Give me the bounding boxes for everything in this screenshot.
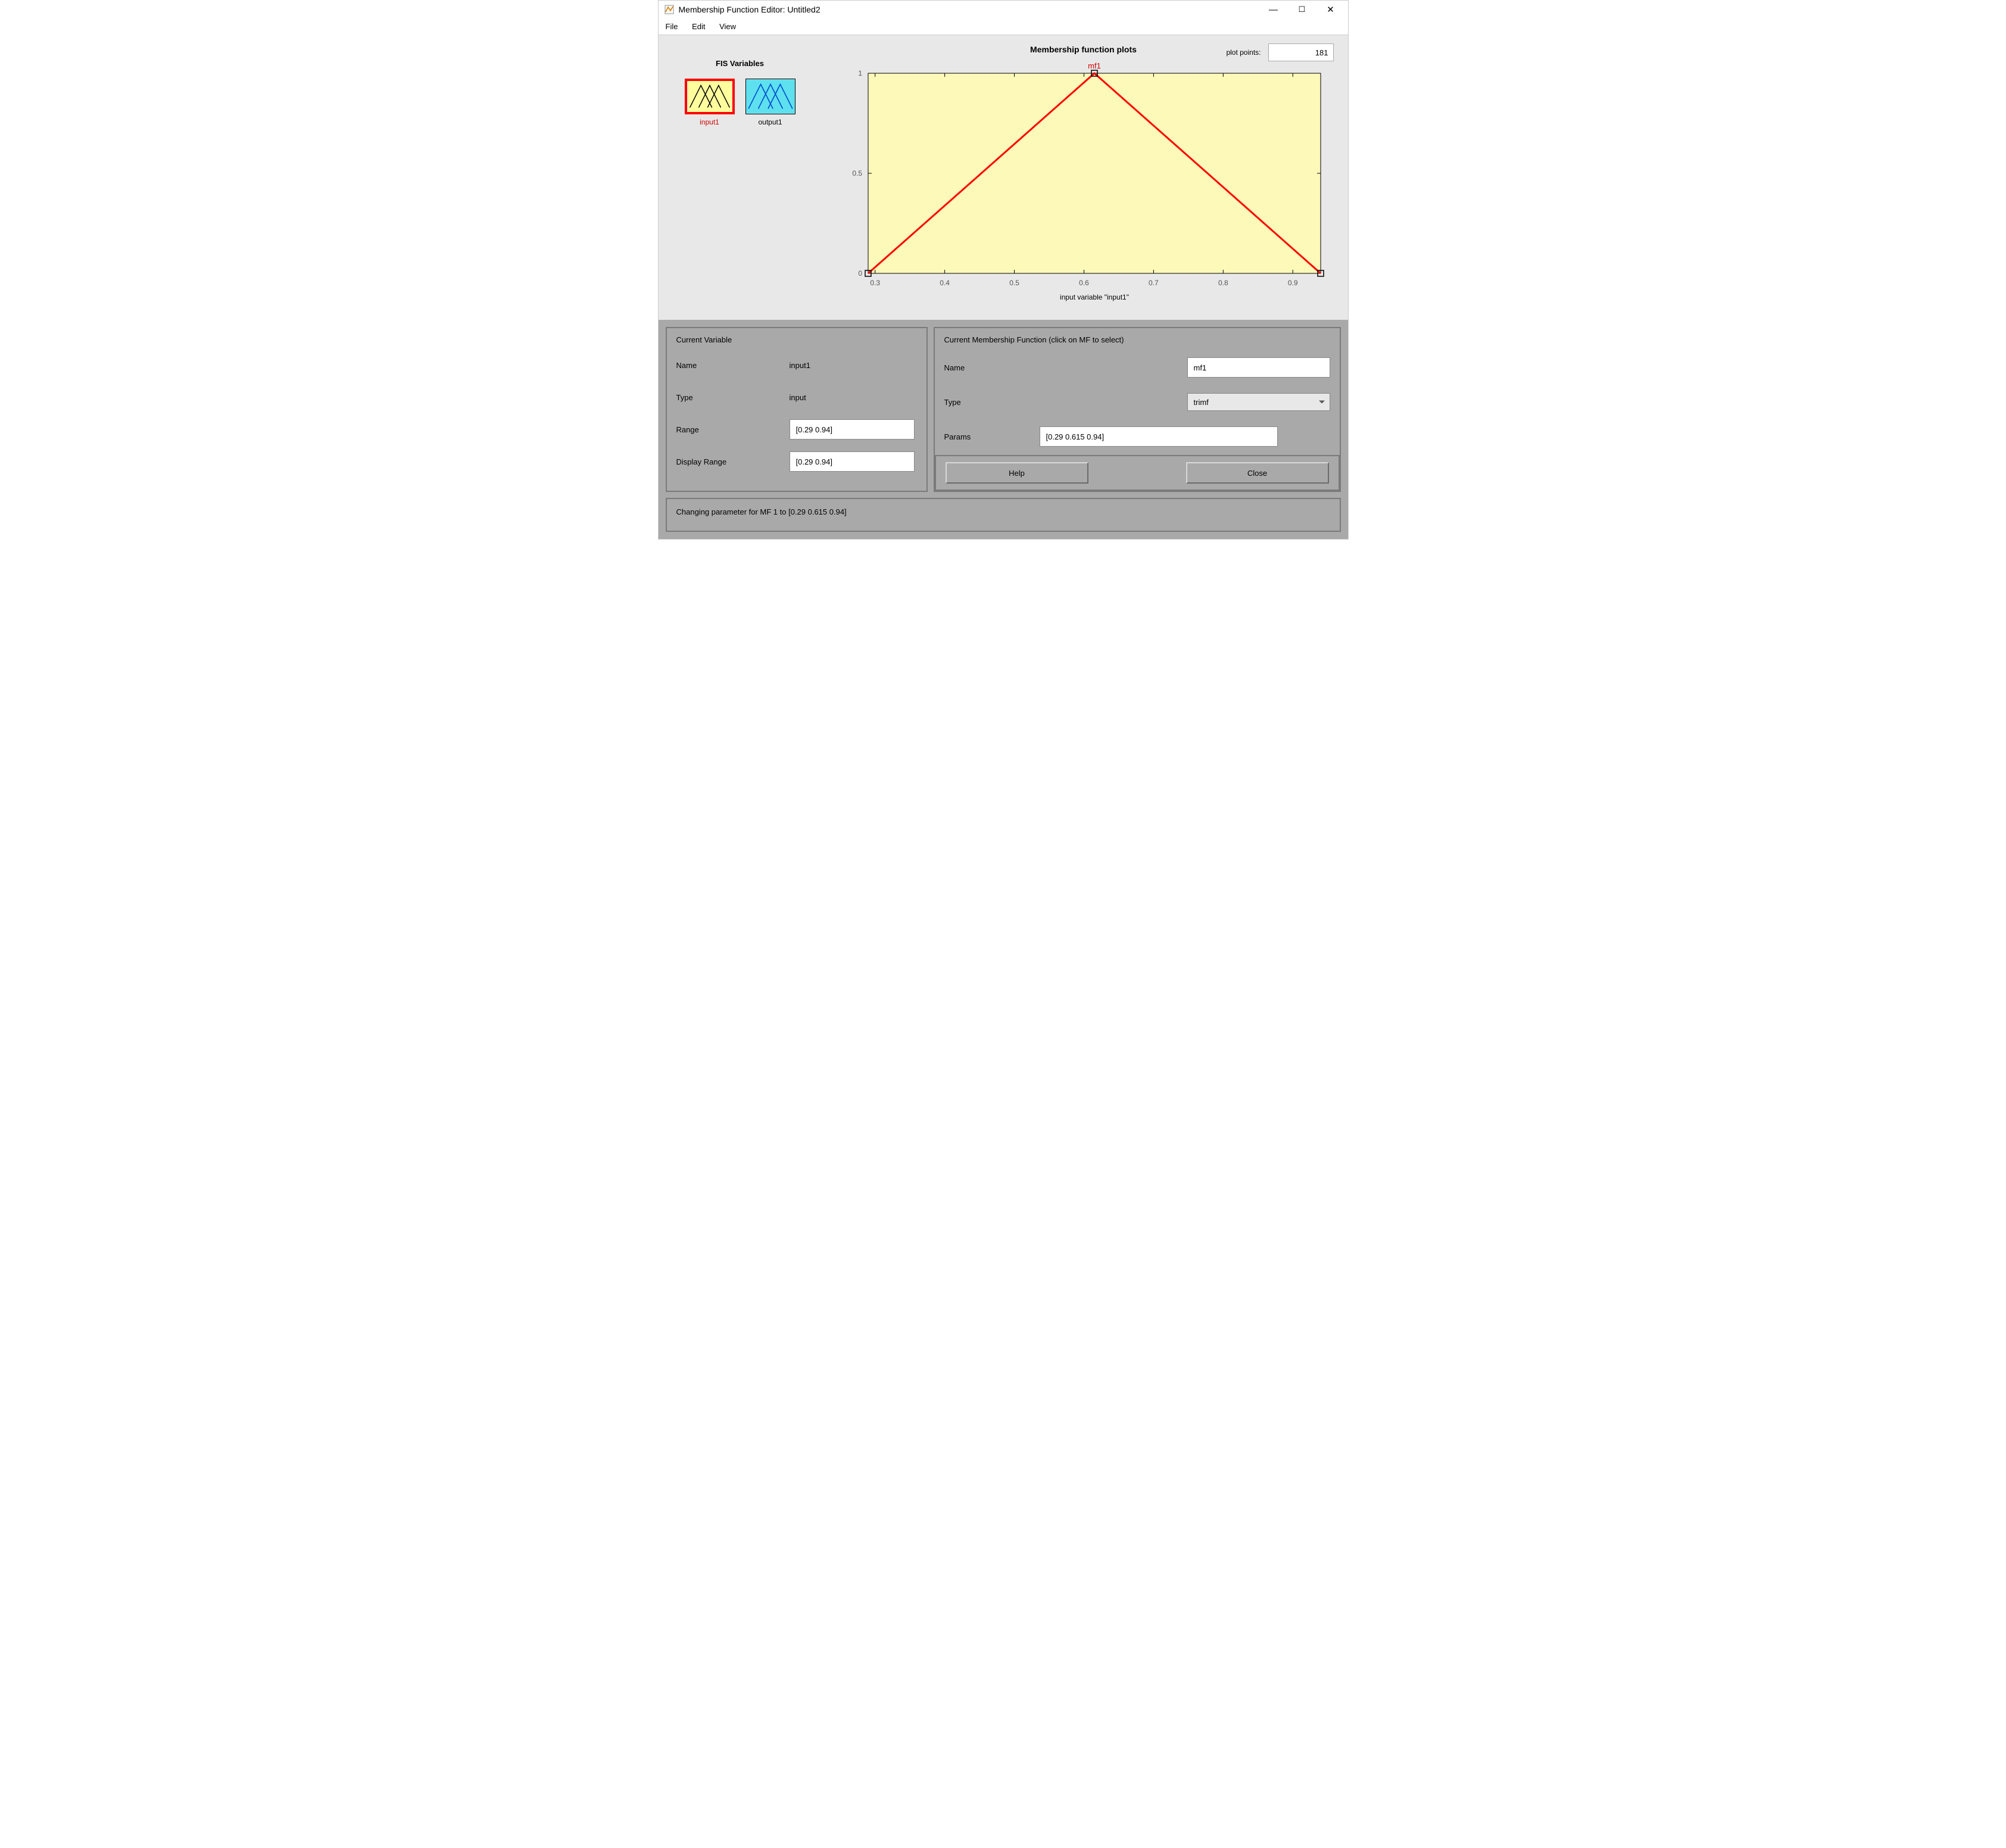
upper-area: plot points: FIS Variables bbox=[659, 35, 1348, 320]
var-name-value: input1 bbox=[790, 361, 810, 370]
svg-text:0.8: 0.8 bbox=[1218, 279, 1228, 287]
svg-text:0: 0 bbox=[858, 269, 862, 278]
svg-text:1: 1 bbox=[858, 69, 862, 77]
help-button[interactable]: Help bbox=[946, 462, 1088, 484]
fis-input-label: input1 bbox=[685, 118, 735, 126]
minimize-button[interactable]: — bbox=[1265, 5, 1283, 15]
current-mf-panel: Current Membership Function (click on MF… bbox=[934, 327, 1341, 492]
fis-input-icon bbox=[685, 79, 735, 114]
svg-text:0.3: 0.3 bbox=[870, 279, 880, 287]
mf-type-value: trimf bbox=[1194, 398, 1209, 407]
mf-name-label: Name bbox=[944, 363, 1040, 372]
svg-text:input variable "input1": input variable "input1" bbox=[1060, 293, 1129, 301]
plot-points-label: plot points: bbox=[1226, 48, 1261, 57]
var-type-label: Type bbox=[676, 393, 790, 402]
mf-params-label: Params bbox=[944, 432, 1040, 441]
menubar: File Edit View bbox=[659, 18, 1348, 35]
plot-column: Membership function plots 0.30.40.50.60.… bbox=[826, 42, 1341, 307]
buttons-panel: Help Close bbox=[935, 455, 1340, 491]
mf-type-select[interactable]: trimf bbox=[1187, 393, 1330, 411]
var-name-label: Name bbox=[676, 361, 790, 370]
titlebar: Membership Function Editor: Untitled2 — … bbox=[659, 1, 1348, 18]
svg-text:mf1: mf1 bbox=[1088, 61, 1101, 70]
close-window-button[interactable]: ✕ bbox=[1322, 4, 1340, 15]
lower-area: Current Variable Name input1 Type input … bbox=[659, 320, 1348, 539]
status-text: Changing parameter for MF 1 to [0.29 0.6… bbox=[676, 507, 847, 516]
plot-points-row: plot points: bbox=[1226, 43, 1333, 61]
plot-points-input[interactable] bbox=[1268, 43, 1334, 61]
window-controls: — ☐ ✕ bbox=[1265, 4, 1342, 15]
mf-name-input[interactable] bbox=[1187, 357, 1330, 378]
current-mf-title: Current Membership Function (click on MF… bbox=[944, 335, 1330, 344]
var-type-value: input bbox=[790, 393, 806, 402]
menu-edit[interactable]: Edit bbox=[692, 22, 705, 31]
fis-output-icon bbox=[745, 79, 795, 114]
svg-text:0.5: 0.5 bbox=[1009, 279, 1019, 287]
app-window: Membership Function Editor: Untitled2 — … bbox=[658, 0, 1349, 540]
svg-text:0.9: 0.9 bbox=[1287, 279, 1297, 287]
membership-plot[interactable]: 0.3 0.4 0.5 0.6 0.7 0.8 0.9 0 0.5 1 mf1 input varia… bbox=[826, 57, 1341, 307]
fis-output-label: output1 bbox=[745, 118, 795, 126]
svg-text:0.5: 0.5 bbox=[852, 169, 862, 177]
var-range-input[interactable] bbox=[790, 419, 915, 440]
fis-input-item[interactable]: input1 bbox=[685, 79, 735, 126]
fis-variables-panel: FIS Variables input1 bbox=[666, 42, 815, 126]
svg-text:0.7: 0.7 bbox=[1149, 279, 1159, 287]
menu-file[interactable]: File bbox=[666, 22, 678, 31]
close-button[interactable]: Close bbox=[1186, 462, 1329, 484]
var-display-range-label: Display Range bbox=[676, 457, 790, 466]
maximize-button[interactable]: ☐ bbox=[1293, 5, 1311, 14]
window-title: Membership Function Editor: Untitled2 bbox=[679, 5, 1265, 14]
fis-variables-title: FIS Variables bbox=[666, 59, 815, 68]
svg-text:0.6: 0.6 bbox=[1079, 279, 1089, 287]
mf-params-input[interactable] bbox=[1040, 426, 1278, 447]
status-panel: Changing parameter for MF 1 to [0.29 0.6… bbox=[666, 498, 1341, 532]
menu-view[interactable]: View bbox=[719, 22, 736, 31]
app-icon bbox=[664, 5, 674, 14]
fis-output-item[interactable]: output1 bbox=[745, 79, 795, 126]
var-range-label: Range bbox=[676, 425, 790, 434]
current-variable-title: Current Variable bbox=[676, 335, 917, 344]
var-display-range-input[interactable] bbox=[790, 451, 915, 472]
current-variable-panel: Current Variable Name input1 Type input … bbox=[666, 327, 928, 492]
svg-text:0.4: 0.4 bbox=[940, 279, 950, 287]
mf-type-label: Type bbox=[944, 398, 1040, 407]
